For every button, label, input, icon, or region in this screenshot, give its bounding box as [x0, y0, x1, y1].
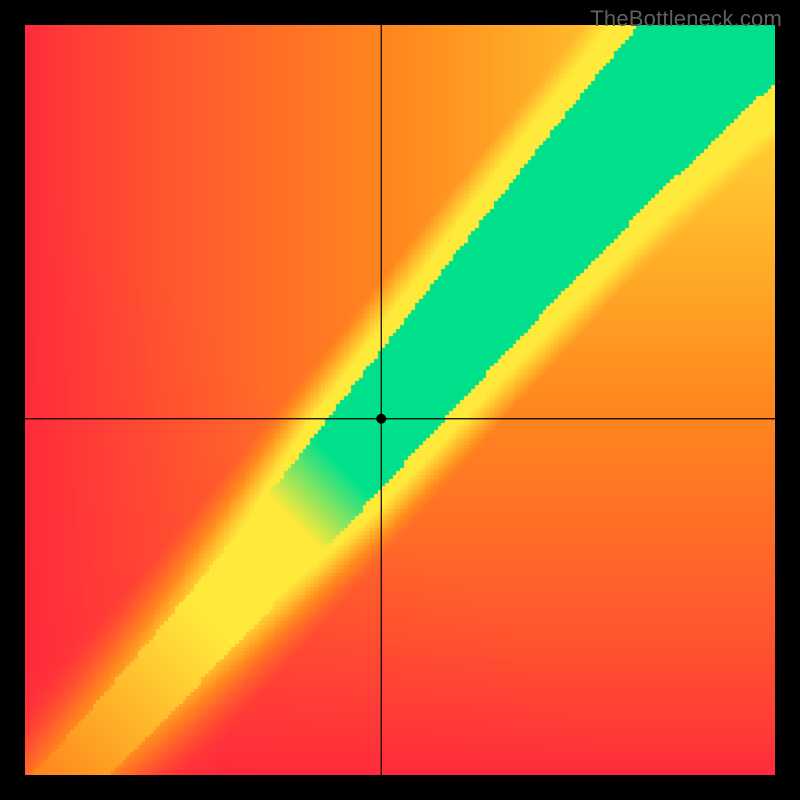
heatmap-canvas — [25, 25, 775, 775]
chart-container: TheBottleneck.com — [0, 0, 800, 800]
attribution-text: TheBottleneck.com — [590, 6, 782, 32]
